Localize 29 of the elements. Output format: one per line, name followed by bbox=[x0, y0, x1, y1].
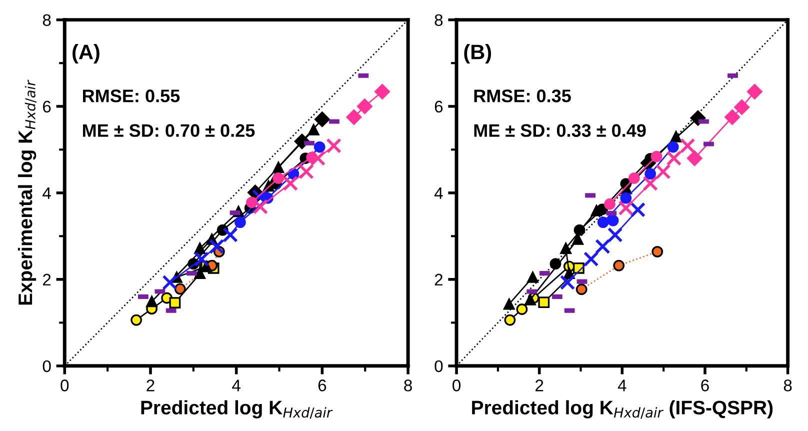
x-tick-label: 0 bbox=[60, 380, 69, 392]
x-tick-label: 0 bbox=[452, 380, 461, 392]
x-tick-label: 8 bbox=[404, 380, 412, 392]
x-tick-label: 8 bbox=[784, 380, 792, 392]
y-tick-label: 4 bbox=[434, 187, 443, 199]
y-tick-label: 2 bbox=[43, 274, 51, 286]
annotation: ME ± SD: 0.70 ± 0.25 bbox=[83, 124, 255, 137]
x-axis-title: Predicted log K$_{Hxd/air}$ (IFS-QSPR) bbox=[472, 400, 773, 419]
annotation: (B) bbox=[464, 44, 492, 64]
y-tick-label: 2 bbox=[434, 274, 442, 286]
y-axis-title: Experimental log K$_{Hxd/air}$ bbox=[18, 80, 36, 305]
annotation: (A) bbox=[72, 44, 100, 64]
annotation: ME ± SD: 0.33 ± 0.49 bbox=[474, 124, 646, 137]
y-tick-label: 6 bbox=[43, 100, 51, 113]
x-tick-label: 2 bbox=[146, 380, 154, 392]
annotation: RMSE: 0.55 bbox=[83, 90, 180, 102]
y-tick-label: 4 bbox=[42, 187, 51, 199]
x-tick-label: 6 bbox=[318, 380, 326, 392]
y-tick-label: 0 bbox=[434, 360, 443, 372]
x-tick-label: 6 bbox=[701, 380, 709, 392]
x-tick-label: 4 bbox=[232, 380, 240, 392]
x-axis-title: Predicted log K$_{Hxd/air}$ bbox=[141, 400, 333, 419]
annotation: RMSE: 0.35 bbox=[474, 90, 571, 102]
y-tick-label: 8 bbox=[434, 14, 443, 26]
y-tick-label: 0 bbox=[42, 360, 51, 372]
x-tick-label: 4 bbox=[618, 380, 626, 392]
y-tick-label: 8 bbox=[42, 14, 51, 26]
y-tick-label: 6 bbox=[434, 100, 443, 113]
x-tick-label: 2 bbox=[536, 380, 544, 392]
